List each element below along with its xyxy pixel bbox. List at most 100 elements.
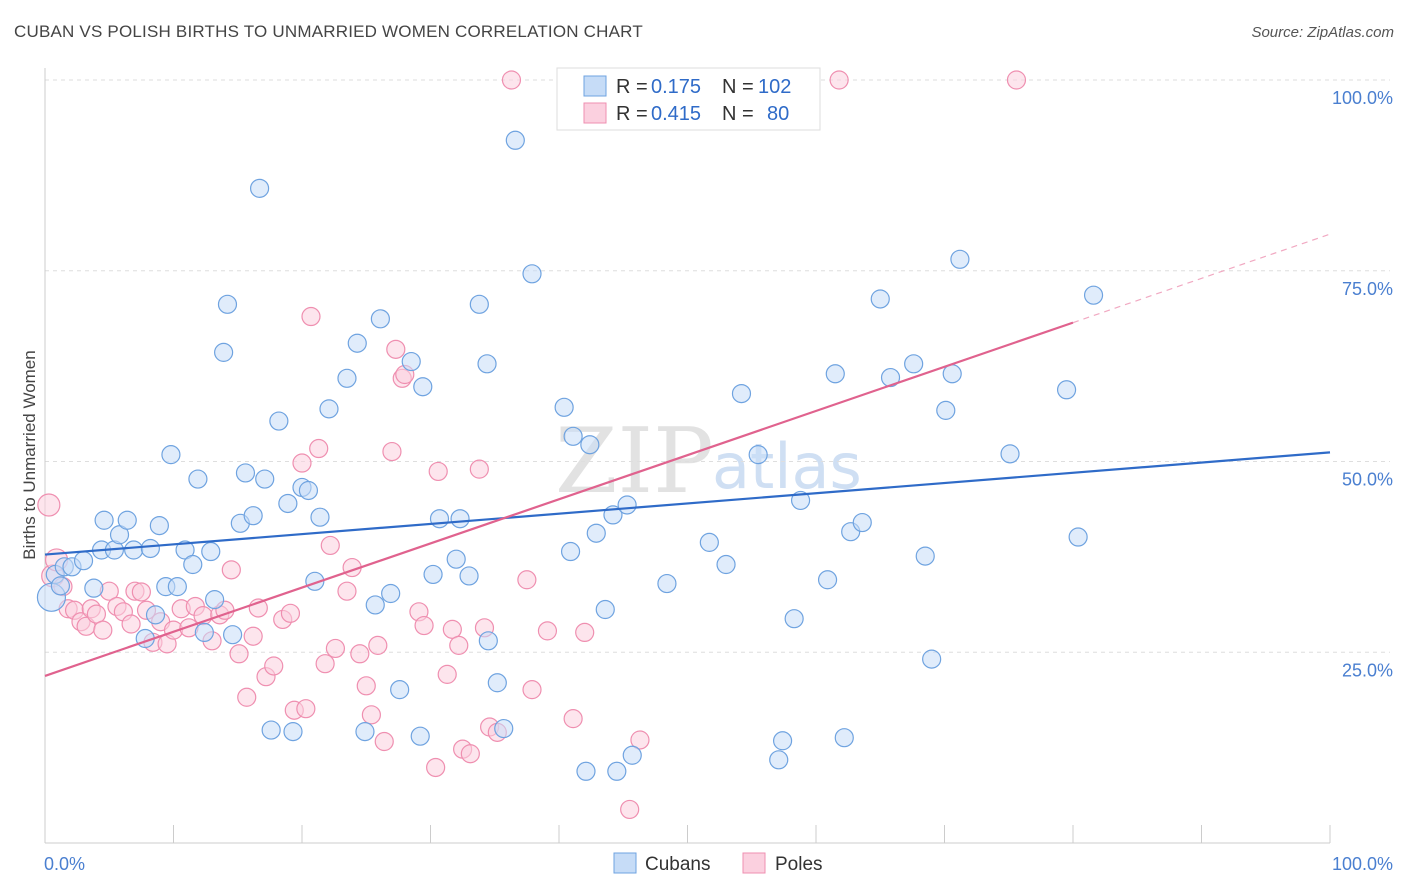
cubans-point <box>390 680 410 700</box>
legend-r-label-poles: R = <box>616 103 648 125</box>
poles-point <box>309 438 329 459</box>
cubans-point <box>94 510 114 530</box>
cubans-point <box>880 367 901 388</box>
poles-point <box>320 535 340 556</box>
poles-point <box>292 453 312 473</box>
poles-point <box>361 705 381 725</box>
cubans-point <box>140 538 160 559</box>
poles-point <box>337 581 357 601</box>
legend-r-label-cubans: R = <box>616 76 648 98</box>
poles-point <box>86 604 107 624</box>
poles-point <box>221 560 241 580</box>
cubans-point <box>365 595 385 615</box>
cubans-point <box>310 507 330 527</box>
cubans-point <box>950 249 970 269</box>
cubans-point <box>580 435 600 455</box>
cubans-point <box>235 463 256 483</box>
poles-point <box>386 339 406 359</box>
x-tick-label-max: 100.0% <box>1332 854 1393 874</box>
cubans-point <box>852 512 872 533</box>
y-tick-label: 100.0% <box>1332 88 1393 108</box>
source-label: Source: ZipAtlas.com <box>1251 24 1394 41</box>
cubans-point <box>554 397 574 417</box>
legend-r-value-poles: 0.415 <box>651 103 701 125</box>
cubans-point <box>194 622 214 643</box>
legend-n-label-cubans: N = <box>722 76 754 98</box>
cubans-point <box>73 551 94 571</box>
poles-point <box>469 459 489 479</box>
cubans-point <box>410 726 430 746</box>
cubans-point <box>769 750 789 770</box>
cubans-point <box>1068 527 1088 547</box>
cubans-point <box>731 383 752 404</box>
series-poles-points <box>37 70 1027 820</box>
cubans-point <box>261 720 281 740</box>
cubans-point <box>217 294 238 314</box>
cubans-point <box>446 549 466 569</box>
legend-swatch-cubans <box>583 75 607 97</box>
cubans-point <box>401 351 421 372</box>
cubans-point <box>278 493 298 514</box>
poles-point <box>537 621 558 641</box>
cubans-point <box>617 495 637 515</box>
poles-point <box>630 730 650 750</box>
cubans-point <box>716 554 736 575</box>
cubans-point <box>319 399 339 419</box>
cubans-point <box>607 761 627 781</box>
cubans-point <box>413 377 433 397</box>
cubans-point <box>355 722 375 742</box>
cubans-point <box>699 532 719 552</box>
cubans-point <box>563 426 583 446</box>
cubans-point <box>298 480 319 501</box>
cubans-point <box>149 515 169 536</box>
cubans-point <box>477 354 497 374</box>
poles-point <box>442 619 462 639</box>
y-tick-labels: 25.0% 50.0% 75.0% 100.0% <box>1332 88 1393 680</box>
poles-point <box>449 635 469 655</box>
poles-point <box>280 603 301 623</box>
poles-point <box>414 615 434 636</box>
cubans-point <box>1083 285 1104 305</box>
cubans-point <box>657 573 677 594</box>
cubans-point <box>784 609 804 629</box>
cubans-point <box>522 264 542 284</box>
chart-title: CUBAN VS POLISH BIRTHS TO UNMARRIED WOME… <box>14 22 643 41</box>
cubans-point <box>772 731 793 751</box>
legend-n-value-poles: 80 <box>767 103 789 125</box>
cubans-point <box>161 445 181 465</box>
y-tick-label: 75.0% <box>1342 279 1393 299</box>
series-cubans-points <box>36 130 1104 781</box>
bottom-legend: Cubans Poles <box>613 852 823 875</box>
poles-point <box>517 570 537 590</box>
cubans-point <box>825 364 845 384</box>
x-axis-ticks <box>44 825 1331 843</box>
cubans-point <box>817 570 838 590</box>
poles-point <box>264 656 284 676</box>
poles-trend-extension <box>1072 233 1331 324</box>
cubans-point <box>469 294 489 314</box>
cubans-point <box>124 540 144 560</box>
poles-point <box>563 709 583 729</box>
poles-point <box>237 687 257 707</box>
cubans-point <box>1056 380 1077 400</box>
cubans-point <box>870 289 890 309</box>
legend-swatch-poles <box>583 102 607 124</box>
poles-point <box>382 441 402 462</box>
cubans-point <box>595 599 615 620</box>
cubans-point <box>249 178 270 198</box>
poles-point <box>301 306 321 327</box>
cubans-point <box>560 541 581 562</box>
cubans-point <box>337 368 357 388</box>
poles-point <box>37 493 61 517</box>
cubans-point <box>494 718 514 739</box>
poles-point <box>428 461 448 482</box>
cubans-trend-line <box>44 451 1331 556</box>
cubans-point <box>429 509 450 529</box>
bottom-legend-label-poles: Poles <box>775 854 823 875</box>
cubans-point <box>922 649 942 669</box>
poles-point <box>522 680 542 700</box>
cubans-point <box>622 745 642 765</box>
poles-point <box>121 614 141 634</box>
cubans-point <box>576 761 596 781</box>
